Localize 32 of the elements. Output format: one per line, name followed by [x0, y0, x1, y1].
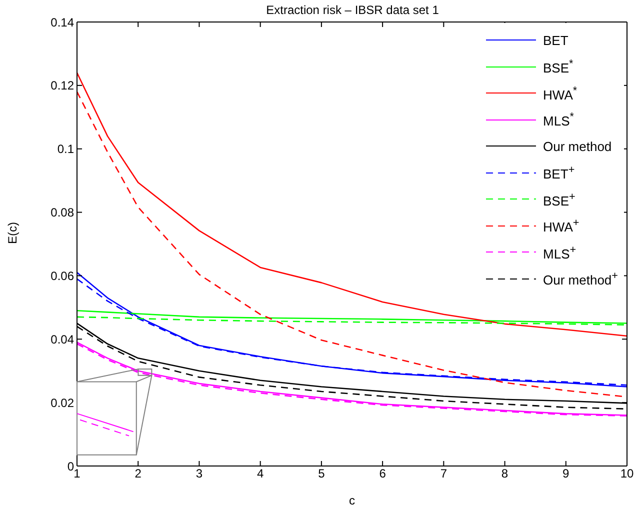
- x-tick-label: 6: [379, 466, 386, 481]
- x-axis-title: c: [349, 494, 355, 508]
- line-series: [77, 72, 627, 337]
- legend-label: BSE$^{+}$: [543, 190, 576, 208]
- x-tick-label: 4: [256, 466, 264, 481]
- chart-title: Extraction risk – IBSR data set 1: [265, 3, 440, 17]
- x-tick-label: 5: [318, 466, 326, 481]
- legend-label: MLS$^{+}$: [543, 244, 576, 261]
- legend-label: HWA$^{+}$: [543, 217, 580, 234]
- legend-label: BSE$^{*}$: [543, 58, 574, 76]
- x-tick-label: 1: [74, 466, 81, 481]
- y-tick-label: 0: [67, 459, 74, 474]
- legend-label: BET: [543, 32, 568, 48]
- y-tick-label: 0.08: [50, 206, 74, 220]
- x-tick-label: 9: [562, 466, 570, 481]
- legend-label: HWA$^{*}$: [543, 84, 578, 102]
- x-tick-label: 8: [501, 466, 508, 481]
- y-tick-label: 0.06: [50, 268, 74, 283]
- y-tick-label: 0.14: [50, 15, 74, 30]
- x-tick-label: 10: [620, 466, 634, 481]
- y-tick-label: 0.1: [57, 142, 74, 156]
- x-tick-label: 2: [134, 466, 142, 481]
- y-tick-label: 0.12: [50, 78, 74, 93]
- x-tick-label: 7: [440, 466, 448, 481]
- legend-label: BET$^{+}$: [543, 164, 575, 182]
- legend-label: Our method: [543, 138, 612, 154]
- legend-label: Our method$^{+}$: [543, 270, 618, 288]
- y-tick-label: 0.02: [50, 396, 74, 410]
- legend-label: MLS$^{*}$: [543, 111, 574, 128]
- y-axis-title: E(c): [5, 222, 20, 244]
- x-tick-label: 3: [196, 466, 203, 481]
- y-tick-label: 0.04: [50, 332, 74, 346]
